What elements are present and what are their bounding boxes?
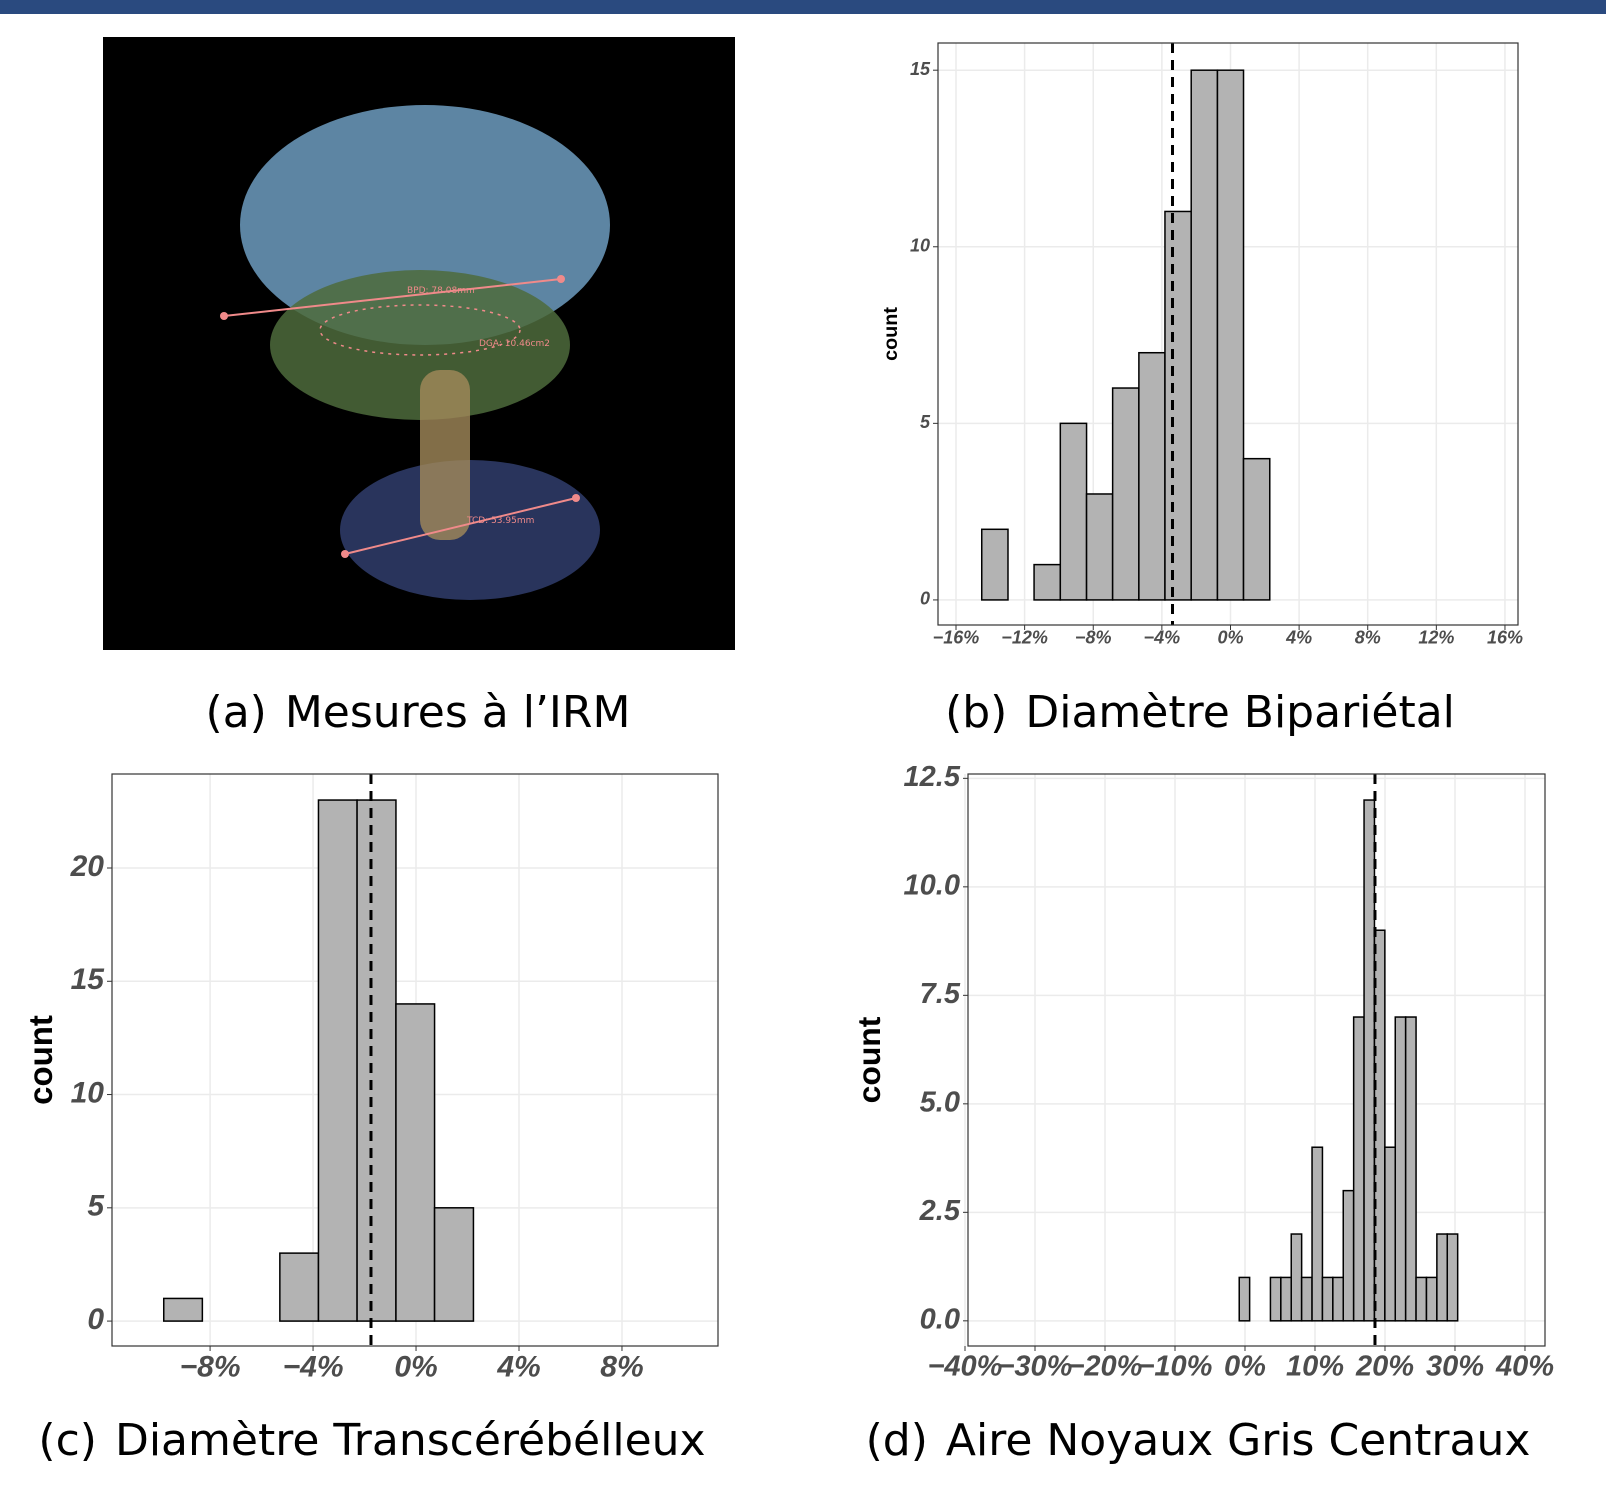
x-tick-label: 20%: [1355, 1350, 1414, 1382]
mri-image: BPD: 78.08mm DGA: 10.46cm2 TCD: 53.95mm: [103, 37, 735, 650]
bar: [1332, 1276, 1344, 1322]
x-tick-label: 4%: [1285, 627, 1312, 647]
bar: [1415, 1276, 1428, 1322]
bar: [1373, 929, 1386, 1322]
panel-border: [967, 773, 1546, 1347]
caption-text: Mesures à l’IRM: [285, 687, 631, 738]
bar: [1446, 1233, 1459, 1322]
caption: (a) Mesures à l’IRM: [206, 687, 631, 738]
bar: [1363, 799, 1376, 1322]
y-tick-label: 5.0: [920, 1086, 960, 1118]
annotation: DGA: 10.46cm2: [479, 339, 550, 349]
bar: [433, 1207, 475, 1322]
y-tick-label: 15: [71, 963, 106, 996]
panel-border: [937, 42, 1519, 626]
bar: [1242, 457, 1271, 601]
y-axis-title: count: [880, 307, 902, 361]
panel-border: [111, 773, 719, 1347]
y-tick-label: 12.5: [904, 761, 961, 793]
bar: [1164, 210, 1192, 601]
y-tick-label: 10: [71, 1076, 105, 1109]
caption-label: (b): [945, 687, 1007, 738]
y-tick-label: 2.5: [919, 1195, 961, 1227]
y-tick-label: 15: [910, 59, 931, 79]
bar: [1290, 1233, 1303, 1322]
y-tick-label: 20: [70, 850, 105, 883]
caption-text: Aire Noyaux Gris Centraux: [946, 1415, 1530, 1466]
bar: [279, 1252, 320, 1322]
caption-text: Diamètre Transcérébélleux: [115, 1415, 706, 1466]
bar: [980, 528, 1009, 601]
bar: [1394, 1016, 1407, 1322]
y-tick-label: 10.0: [904, 869, 960, 901]
caption: (c) Diamètre Transcérébélleux: [38, 1415, 705, 1466]
x-tick-label: 0%: [394, 1350, 437, 1383]
y-tick-label: 5: [87, 1190, 105, 1223]
bar: [1085, 493, 1114, 601]
x-tick-label: −16%: [933, 627, 980, 647]
x-tick-label: 40%: [1495, 1350, 1554, 1382]
annotation: BPD: 78.08mm: [407, 286, 475, 296]
y-tick-label: 5: [920, 412, 931, 432]
caption: (b) Diamètre Bipariétal: [945, 687, 1455, 738]
bar: [1216, 69, 1245, 601]
bar: [395, 1003, 436, 1322]
caption: (d) Aire Noyaux Gris Centraux: [866, 1415, 1531, 1466]
annotation: TCD: 53.95mm: [466, 516, 534, 526]
bar: [1059, 422, 1088, 601]
bar: [1269, 1276, 1282, 1322]
x-tick-label: −20%: [1067, 1350, 1142, 1382]
bar: [1033, 563, 1062, 601]
x-tick-label: −8%: [180, 1350, 241, 1383]
caption-text: Diamètre Bipariétal: [1025, 687, 1455, 738]
x-tick-label: −4%: [283, 1350, 344, 1383]
caption-label: (d): [866, 1415, 928, 1466]
bar: [1342, 1189, 1355, 1322]
x-tick-label: −8%: [1075, 627, 1112, 647]
x-tick-label: 30%: [1426, 1350, 1484, 1382]
bar: [1311, 1146, 1324, 1322]
x-tick-label: 0%: [1224, 1350, 1266, 1382]
bar: [1111, 387, 1140, 601]
y-tick-label: 0: [920, 589, 930, 609]
bar: [1436, 1233, 1449, 1322]
bar: [1238, 1276, 1251, 1322]
x-tick-label: −10%: [1137, 1350, 1212, 1382]
bar: [162, 1297, 204, 1322]
y-axis-title: count: [851, 1016, 887, 1103]
bar: [317, 799, 358, 1322]
bar: [1190, 69, 1219, 601]
x-tick-label: 8%: [1355, 627, 1381, 647]
bar: [1300, 1276, 1313, 1322]
x-tick-label: 0%: [1217, 627, 1243, 647]
bar: [1384, 1146, 1397, 1322]
x-tick-label: 10%: [1286, 1350, 1344, 1382]
x-tick-label: 8%: [600, 1350, 643, 1383]
bar: [1138, 351, 1166, 601]
caption-label: (a): [206, 687, 267, 738]
x-tick-label: 4%: [496, 1350, 540, 1383]
y-tick-label: 10: [910, 236, 930, 256]
top-bar: [0, 0, 1606, 14]
y-tick-label: 0.0: [920, 1303, 960, 1335]
bar: [1425, 1276, 1438, 1322]
x-tick-label: 12%: [1418, 627, 1454, 647]
x-tick-label: −4%: [1144, 627, 1181, 647]
bar: [1280, 1276, 1292, 1322]
bar: [356, 799, 397, 1322]
y-axis-title: count: [22, 1015, 59, 1105]
bar: [1321, 1276, 1334, 1322]
bar: [1404, 1016, 1417, 1322]
y-tick-label: 7.5: [920, 978, 961, 1010]
y-tick-label: 0: [87, 1303, 104, 1336]
x-tick-label: −12%: [1001, 627, 1048, 647]
bar: [1352, 1016, 1365, 1322]
x-tick-label: −30%: [997, 1350, 1072, 1382]
x-tick-label: 16%: [1487, 627, 1523, 647]
x-tick-label: −40%: [927, 1350, 1002, 1382]
caption-label: (c): [38, 1415, 97, 1466]
